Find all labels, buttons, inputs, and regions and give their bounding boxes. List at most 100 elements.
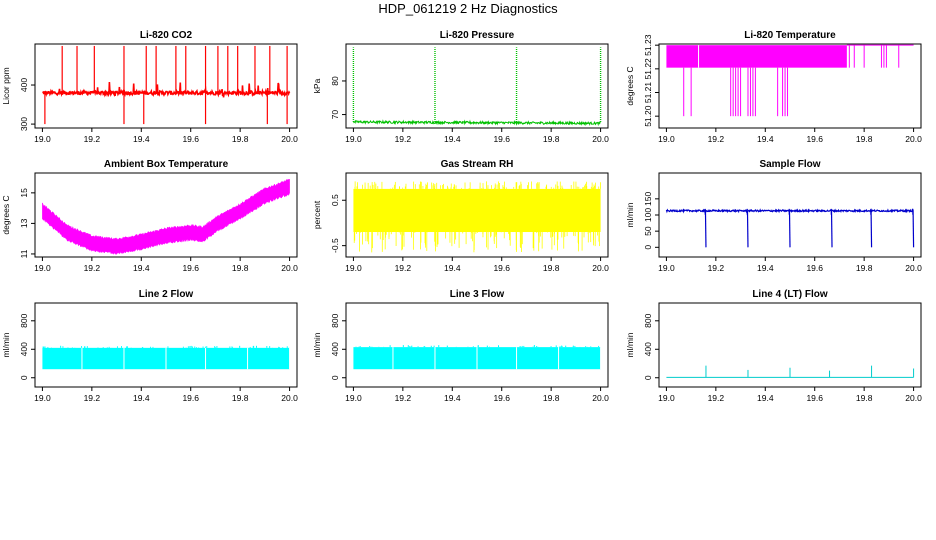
- x-tick-label: 19.8: [856, 263, 873, 273]
- x-tick-label: 19.6: [806, 393, 823, 403]
- y-tick-label: 0: [19, 375, 29, 380]
- series-licor_temp: [666, 44, 914, 117]
- panel-title: Li-820 CO2: [140, 30, 193, 41]
- series-box_temp: [42, 178, 290, 256]
- x-tick-label: 19.4: [444, 393, 461, 403]
- x-tick-label: 19.0: [345, 134, 362, 144]
- y-tick-label: 800: [19, 313, 29, 327]
- x-tick-label: 19.8: [856, 393, 873, 403]
- x-tick-label: 19.8: [232, 393, 249, 403]
- x-tick-label: 19.4: [133, 134, 150, 144]
- panel-title: Li-820 Pressure: [440, 30, 515, 41]
- y-tick-label: 400: [19, 78, 29, 92]
- y-tick-label: 400: [330, 342, 340, 356]
- panel-title: Gas Stream RH: [441, 159, 514, 170]
- y-axis-label: degrees C: [625, 66, 635, 105]
- x-tick-label: 19.2: [708, 134, 725, 144]
- x-tick-label: 19.4: [444, 263, 461, 273]
- x-tick-label: 20.0: [592, 134, 609, 144]
- panel-title: Line 4 (LT) Flow: [752, 289, 828, 300]
- x-tick-label: 19.4: [133, 263, 150, 273]
- x-tick-label: 19.4: [133, 393, 150, 403]
- x-tick-label: 19.6: [182, 134, 199, 144]
- panel-sample_flow: Sample Flow ml/min 19.0 19.2 19.4 19.6 19.8 20.…: [625, 159, 922, 273]
- x-tick-label: 19.4: [444, 134, 461, 144]
- figure-title: HDP_061219 2 Hz Diagnostics: [378, 1, 558, 16]
- x-tick-label: 19.6: [182, 263, 199, 273]
- x-tick-label: 19.0: [34, 134, 51, 144]
- x-tick-label: 19.2: [84, 393, 101, 403]
- x-tick-label: 19.4: [757, 134, 774, 144]
- x-tick-label: 19.2: [395, 134, 412, 144]
- x-tick-label: 20.0: [281, 263, 298, 273]
- panel-licor_temp: Li-820 Temperature degrees C 19.0 19.2 19.4 1…: [625, 30, 922, 144]
- plot-frame: [34, 43, 298, 129]
- series-co2: [42, 45, 291, 125]
- x-tick-label: 19.2: [395, 393, 412, 403]
- x-tick-label: 19.6: [182, 393, 199, 403]
- panel-title: Ambient Box Temperature: [104, 159, 229, 170]
- x-tick-label: 19.0: [658, 393, 675, 403]
- y-tick-label: 400: [643, 342, 653, 356]
- y-tick-label: 0: [330, 375, 340, 380]
- y-tick-label: 51.23: [643, 34, 653, 56]
- x-tick-label: 19.2: [708, 393, 725, 403]
- rh-band: [353, 188, 601, 233]
- x-tick-label: 20.0: [281, 393, 298, 403]
- x-tick-label: 19.8: [543, 393, 560, 403]
- y-axis-label: ml/min: [625, 332, 635, 357]
- x-tick-label: 20.0: [905, 263, 922, 273]
- y-tick-label: 300: [19, 117, 29, 131]
- panel-pressure: Li-820 Pressure kPa 19.0 19.2 19.4 19.6 19.8 20…: [312, 30, 609, 144]
- y-tick-label: 11: [19, 249, 29, 258]
- plot-frame: [345, 302, 609, 388]
- x-tick-label: 20.0: [592, 263, 609, 273]
- box-temp-band: [42, 178, 290, 256]
- x-tick-label: 19.0: [34, 263, 51, 273]
- x-tick-label: 19.6: [806, 134, 823, 144]
- panel-title: Line 3 Flow: [450, 289, 505, 300]
- y-axis-label: ml/min: [312, 332, 322, 357]
- series-line2: [42, 345, 291, 370]
- plot-frame: [34, 302, 298, 388]
- panel-title: Line 2 Flow: [139, 289, 194, 300]
- x-tick-label: 19.2: [708, 263, 725, 273]
- plot-frame: [658, 43, 922, 129]
- panel-line4: Line 4 (LT) Flow ml/min 19.0 19.2 19.4 19.6 19…: [625, 289, 922, 403]
- x-tick-label: 19.8: [543, 134, 560, 144]
- x-tick-label: 20.0: [592, 393, 609, 403]
- panel-co2: Li-820 CO2 Licor ppm 19.0 19.2 19.4 19.6 19.8 2…: [1, 30, 298, 144]
- x-tick-label: 19.2: [395, 263, 412, 273]
- y-tick-label: 13: [19, 218, 29, 228]
- y-axis-label: degrees C: [1, 195, 11, 234]
- x-tick-label: 19.0: [658, 134, 675, 144]
- x-tick-label: 19.2: [84, 134, 101, 144]
- y-axis-label: ml/min: [625, 202, 635, 227]
- y-tick-label: 0: [643, 375, 653, 380]
- plot-frame: [345, 43, 609, 129]
- x-tick-label: 19.4: [757, 263, 774, 273]
- x-tick-label: 19.8: [232, 263, 249, 273]
- panel-line3: Line 3 Flow ml/min 19.0 19.2 19.4 19.6 19.8 20.…: [312, 289, 609, 403]
- panel-rh: Gas Stream RH percent 19.0 19.2 19.4 19.6 19.8…: [312, 159, 609, 273]
- x-tick-label: 19.6: [806, 263, 823, 273]
- x-tick-label: 19.8: [232, 134, 249, 144]
- x-tick-label: 19.8: [543, 263, 560, 273]
- x-tick-label: 19.8: [856, 134, 873, 144]
- y-tick-label: 400: [19, 342, 29, 356]
- y-tick-label: 0: [643, 245, 653, 250]
- y-axis-label: Licor ppm: [1, 67, 11, 104]
- pressure-line: [353, 119, 601, 127]
- x-tick-label: 19.0: [34, 393, 51, 403]
- plot-frame: [345, 172, 609, 258]
- panel-title: Sample Flow: [759, 159, 820, 170]
- y-axis-label: ml/min: [1, 332, 11, 357]
- x-tick-label: 19.6: [493, 134, 510, 144]
- x-tick-label: 20.0: [905, 134, 922, 144]
- y-tick-label: 51.22: [643, 58, 653, 80]
- x-tick-label: 19.6: [493, 263, 510, 273]
- x-tick-label: 19.0: [658, 263, 675, 273]
- y-tick-label: 51.21: [643, 82, 653, 104]
- y-tick-label: 150: [643, 191, 653, 205]
